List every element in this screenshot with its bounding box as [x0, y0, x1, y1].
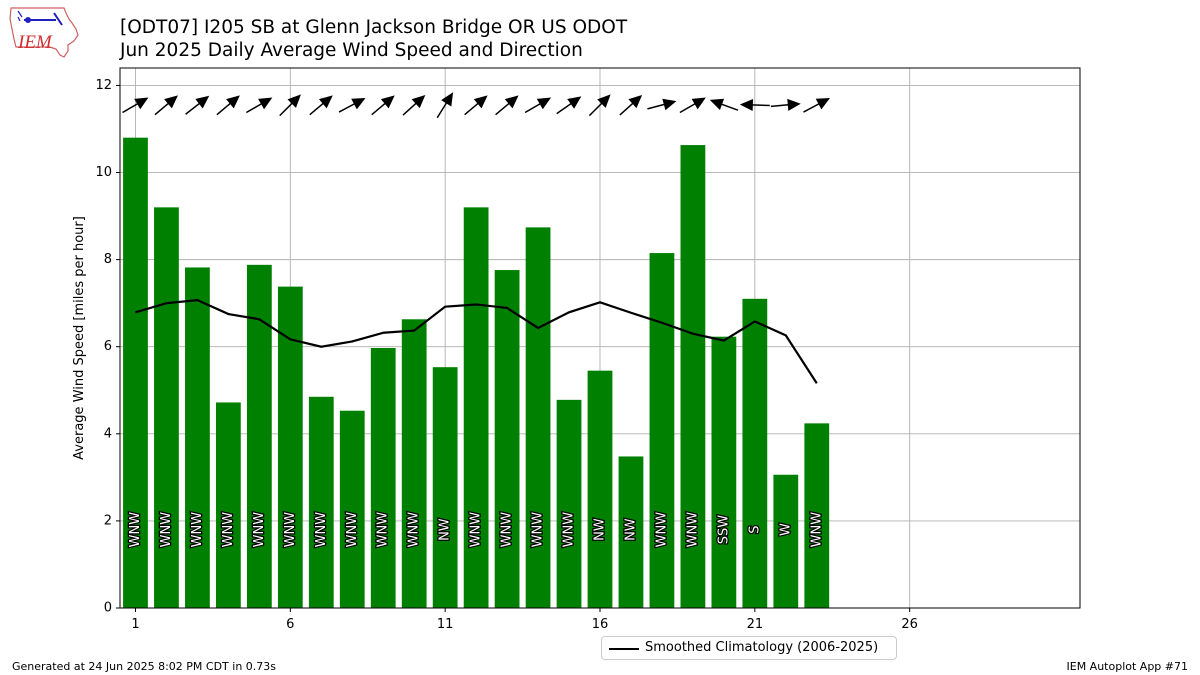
bar-day-20	[711, 336, 737, 608]
wind-arrow-day-19	[679, 97, 706, 114]
wind-arrow-day-6	[279, 94, 301, 117]
direction-label-day-3: WNW	[190, 512, 205, 548]
chart-subtitle: Jun 2025 Daily Average Wind Speed and Di…	[120, 40, 583, 61]
wind-arrow-day-8	[338, 97, 366, 113]
wind-arrow-day-12	[464, 95, 488, 116]
wind-arrow-day-18	[647, 98, 677, 111]
bar-day-4	[216, 402, 241, 608]
direction-label-day-10: WNW	[407, 512, 422, 548]
legend-climatology-swatch	[609, 648, 639, 650]
chart-legend: Smoothed Climatology (2006-2025)	[601, 636, 897, 660]
direction-label-day-4: WNW	[221, 512, 236, 548]
x-tick-label: 6	[286, 617, 294, 632]
y-tick-label: 4	[104, 426, 112, 441]
wind-arrow-day-22	[770, 98, 801, 111]
wind-arrow-day-10	[402, 94, 426, 116]
bar-day-11	[432, 367, 458, 608]
bar-day-18	[649, 253, 675, 609]
chart-title: [ODT07] I205 SB at Glenn Jackson Bridge …	[120, 17, 628, 38]
bar-day-10	[401, 319, 427, 608]
wind-arrow-day-3	[185, 95, 210, 115]
direction-label-day-15: WNW	[562, 512, 577, 548]
bar-day-21	[742, 298, 768, 608]
direction-label-day-13: WNW	[500, 512, 515, 548]
wind-arrow-day-17	[619, 94, 643, 116]
legend-climatology-label: Smoothed Climatology (2006-2025)	[645, 640, 879, 655]
wind-arrow-day-11	[436, 92, 454, 119]
x-tick-label: 16	[592, 617, 609, 632]
direction-label-day-20: SSW	[716, 515, 731, 545]
wind-arrow-day-9	[371, 95, 395, 116]
bar-day-14	[525, 227, 551, 609]
direction-label-day-12: WNW	[469, 512, 484, 548]
wind-arrow-day-16	[588, 94, 611, 117]
wind-arrow-day-14	[524, 97, 552, 114]
bar-day-17	[618, 456, 644, 608]
generated-timestamp: Generated at 24 Jun 2025 8:02 PM CDT in …	[12, 660, 277, 673]
direction-label-day-5: WNW	[252, 512, 267, 548]
direction-label-day-22: W	[778, 523, 793, 536]
bar-day-9	[370, 348, 396, 608]
x-tick-label: 1	[131, 617, 139, 632]
direction-label-day-17: NW	[623, 518, 638, 541]
direction-label-day-1: WNW	[128, 512, 143, 548]
direction-label-day-2: WNW	[159, 512, 174, 548]
y-tick-label: 12	[95, 78, 112, 93]
climatology-line	[135, 298, 818, 384]
bar-day-5	[246, 264, 272, 608]
wind-arrow-day-1	[122, 97, 149, 114]
logo-text: IEM	[17, 32, 53, 53]
direction-label-day-19: WNW	[685, 512, 700, 548]
bar-day-15	[556, 399, 582, 608]
bar-day-12	[463, 207, 489, 608]
x-tick-label: 26	[901, 617, 918, 632]
y-tick-label: 6	[104, 339, 112, 354]
direction-label-day-23: WNW	[809, 512, 824, 548]
y-tick-label: 0	[104, 601, 112, 616]
direction-label-day-6: WNW	[283, 512, 298, 548]
bar-day-16	[587, 370, 613, 608]
direction-label-day-18: WNW	[654, 512, 669, 548]
direction-label-day-8: WNW	[345, 512, 360, 548]
bar-day-1	[123, 137, 148, 608]
wind-arrow-day-15	[556, 96, 582, 115]
bar-day-8	[339, 410, 365, 608]
bar-day-7	[308, 396, 334, 608]
direction-label-day-9: WNW	[376, 512, 391, 548]
y-tick-label: 2	[104, 513, 112, 528]
x-tick-label: 11	[437, 617, 454, 632]
bar-day-2	[154, 207, 179, 608]
y-tick-label: 10	[95, 165, 112, 180]
direction-label-day-11: NW	[438, 518, 453, 541]
wind-arrow-day-13	[495, 95, 519, 116]
wind-arrow-day-7	[309, 95, 333, 116]
wind-arrow-day-5	[245, 97, 273, 114]
bar-day-22	[773, 474, 799, 608]
wind-arrow-day-21	[739, 98, 770, 111]
direction-label-day-7: WNW	[314, 512, 329, 548]
wind-arrow-day-2	[154, 95, 178, 116]
wind-arrow-day-20	[709, 98, 739, 111]
app-credit: IEM Autoplot App #71	[1066, 660, 1189, 673]
wind-arrow-day-4	[216, 95, 240, 116]
y-tick-label: 8	[104, 252, 112, 267]
direction-label-day-21: S	[747, 525, 762, 533]
x-tick-label: 21	[747, 617, 764, 632]
direction-label-day-14: WNW	[531, 512, 546, 548]
bar-day-19	[680, 145, 706, 609]
wind-arrow-day-23	[803, 97, 831, 113]
bar-day-13	[494, 270, 520, 608]
bar-day-3	[185, 267, 210, 608]
direction-label-day-16: NW	[593, 518, 608, 541]
iem-logo: IEM	[9, 7, 79, 58]
bar-day-23	[804, 423, 830, 608]
y-axis-label: Average Wind Speed [miles per hour]	[72, 216, 87, 460]
